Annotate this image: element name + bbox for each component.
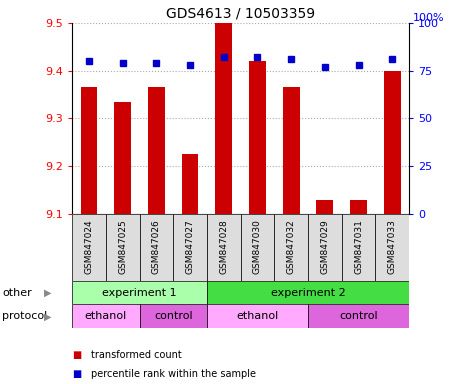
Bar <box>114 102 131 214</box>
Text: GSM847024: GSM847024 <box>85 219 93 274</box>
Text: GSM847028: GSM847028 <box>219 219 228 274</box>
Bar <box>308 214 342 281</box>
Bar <box>317 200 333 214</box>
Bar <box>241 214 274 281</box>
Text: other: other <box>2 288 32 298</box>
Text: GSM847027: GSM847027 <box>186 219 194 274</box>
Bar <box>207 305 308 328</box>
Bar <box>376 214 409 281</box>
Text: experiment 2: experiment 2 <box>271 288 345 298</box>
Text: ■: ■ <box>72 369 81 379</box>
Bar <box>207 281 409 305</box>
Bar <box>249 61 266 214</box>
Text: GSM847030: GSM847030 <box>253 219 262 274</box>
Text: ▶: ▶ <box>44 311 52 321</box>
Bar <box>274 214 308 281</box>
Text: percentile rank within the sample: percentile rank within the sample <box>91 369 256 379</box>
Text: ethanol: ethanol <box>236 311 279 321</box>
Bar <box>72 281 207 305</box>
Text: transformed count: transformed count <box>91 350 181 360</box>
Bar <box>72 305 140 328</box>
Text: GSM847029: GSM847029 <box>320 219 329 274</box>
Bar <box>342 214 376 281</box>
Bar <box>215 23 232 214</box>
Bar <box>140 305 207 328</box>
Text: experiment 1: experiment 1 <box>102 288 177 298</box>
Text: ■: ■ <box>72 350 81 360</box>
Bar <box>308 305 409 328</box>
Text: GSM847026: GSM847026 <box>152 219 161 274</box>
Bar <box>384 71 401 214</box>
Text: GSM847025: GSM847025 <box>118 219 127 274</box>
Bar <box>106 214 140 281</box>
Text: 100%: 100% <box>412 13 444 23</box>
Text: control: control <box>154 311 193 321</box>
Text: ethanol: ethanol <box>85 311 127 321</box>
Bar <box>148 88 165 214</box>
Text: GSM847033: GSM847033 <box>388 219 397 274</box>
Bar <box>72 214 106 281</box>
Text: ▶: ▶ <box>44 288 52 298</box>
Bar <box>283 88 299 214</box>
Bar <box>350 200 367 214</box>
Text: GSM847031: GSM847031 <box>354 219 363 274</box>
Bar <box>173 214 207 281</box>
Text: GSM847032: GSM847032 <box>287 219 296 274</box>
Bar <box>140 214 173 281</box>
Text: protocol: protocol <box>2 311 47 321</box>
Bar <box>80 88 97 214</box>
Title: GDS4613 / 10503359: GDS4613 / 10503359 <box>166 7 315 20</box>
Bar <box>182 154 199 214</box>
Text: control: control <box>339 311 378 321</box>
Bar <box>207 214 241 281</box>
